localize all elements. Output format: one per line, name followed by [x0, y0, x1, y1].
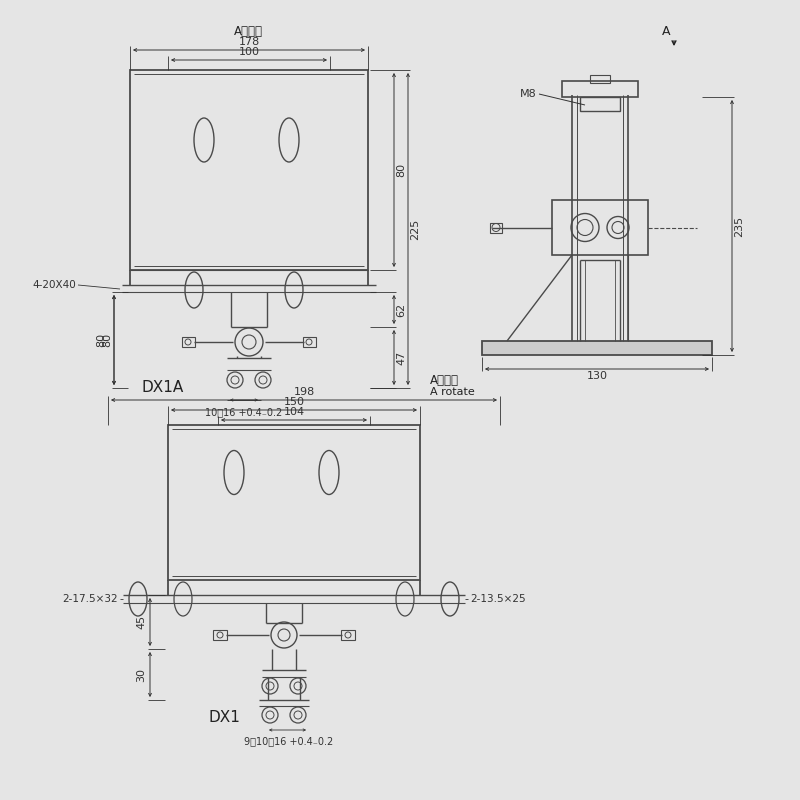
Text: DX1A: DX1A [142, 379, 184, 394]
Text: 235: 235 [734, 215, 744, 237]
Bar [341, 630, 355, 640]
Bar [580, 97, 620, 111]
Text: 198: 198 [294, 387, 314, 397]
Text: 80: 80 [96, 333, 106, 347]
Text: 10、16 +0.4₋0.2: 10、16 +0.4₋0.2 [206, 407, 282, 417]
Bar [303, 337, 316, 347]
Text: 104: 104 [283, 407, 305, 417]
Text: 4-20X40: 4-20X40 [32, 280, 76, 290]
Text: M8: M8 [520, 89, 537, 99]
Bar [482, 341, 712, 355]
Text: 150: 150 [283, 397, 305, 407]
Text: 45: 45 [136, 615, 146, 629]
Text: 30: 30 [136, 667, 146, 682]
Bar [552, 200, 648, 255]
Text: 2-13.5×25: 2-13.5×25 [470, 594, 526, 604]
Bar [590, 75, 610, 83]
Text: A: A [662, 25, 670, 38]
Text: 80: 80 [102, 333, 112, 347]
Text: 47: 47 [396, 350, 406, 365]
Text: 100: 100 [238, 47, 259, 57]
Text: 80: 80 [396, 163, 406, 177]
Text: A向旋转: A向旋转 [430, 374, 459, 386]
Bar [168, 425, 420, 580]
Text: 225: 225 [410, 218, 420, 240]
Text: A向旋转: A向旋转 [234, 25, 262, 38]
Bar [490, 222, 502, 233]
Bar [130, 70, 368, 270]
Bar [562, 81, 638, 97]
Text: 9、10、16 +0.4₋0.2: 9、10、16 +0.4₋0.2 [244, 736, 334, 746]
Text: DX1: DX1 [208, 710, 240, 726]
Text: 62: 62 [396, 302, 406, 317]
Bar [213, 630, 227, 640]
Text: 2-17.5×32: 2-17.5×32 [62, 594, 118, 604]
Text: 130: 130 [586, 371, 607, 381]
Text: 178: 178 [238, 37, 260, 47]
Bar [182, 337, 195, 347]
Text: A rotate: A rotate [430, 387, 474, 397]
